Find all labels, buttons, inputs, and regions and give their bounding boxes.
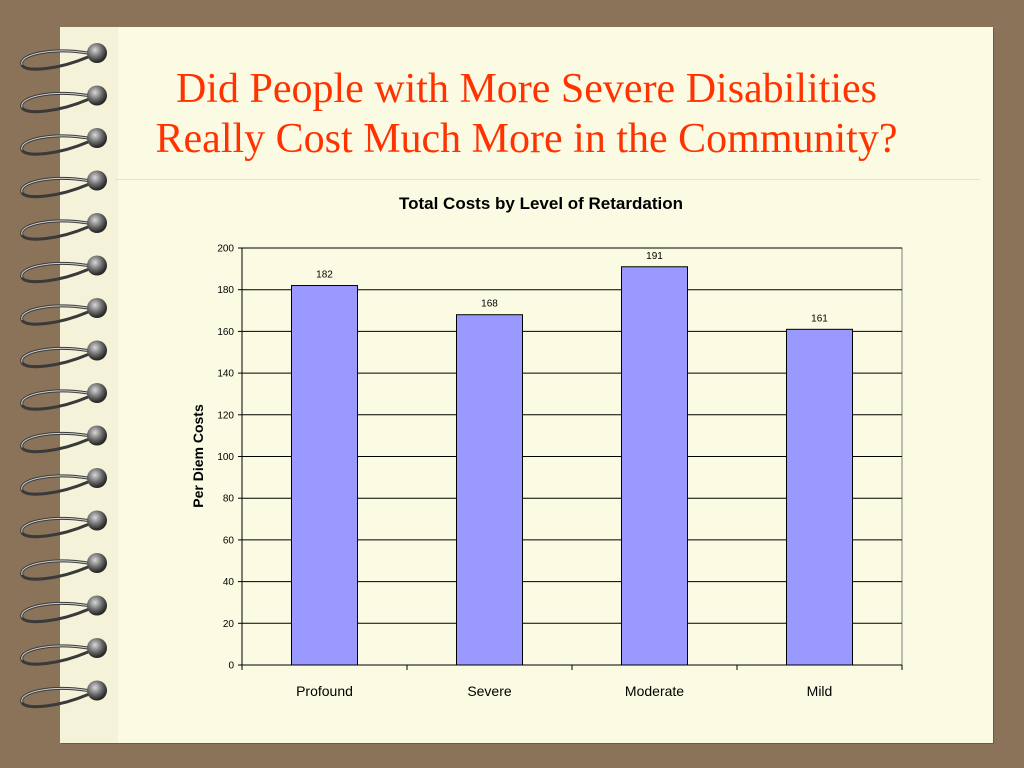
data-label-moderate: 191 bbox=[646, 251, 663, 262]
spiral-hole bbox=[87, 43, 107, 63]
spiral-hole bbox=[87, 553, 107, 573]
title-divider bbox=[115, 179, 980, 180]
y-tick-label: 120 bbox=[217, 410, 234, 421]
chart-title: Total Costs by Level of Retardation bbox=[399, 194, 683, 213]
y-axis-label: Per Diem Costs bbox=[190, 404, 206, 508]
spiral-hole bbox=[87, 340, 107, 361]
spiral-hole bbox=[87, 213, 107, 233]
spiral-hole bbox=[87, 128, 107, 148]
bar-moderate bbox=[621, 266, 688, 666]
spiral-hole bbox=[87, 468, 107, 488]
y-tick-label: 60 bbox=[223, 535, 235, 546]
y-tick-label: 100 bbox=[217, 452, 234, 463]
data-label-mild: 161 bbox=[811, 313, 828, 324]
bar-severe bbox=[456, 314, 523, 666]
bar-profound bbox=[291, 285, 358, 666]
y-tick-label: 40 bbox=[223, 577, 235, 588]
page-binding-strip bbox=[60, 27, 118, 743]
slide-title-line-2: Really Cost Much More in the Community? bbox=[155, 116, 898, 162]
bar-mild bbox=[786, 328, 853, 666]
data-label-profound: 182 bbox=[316, 270, 333, 281]
slide-title: Did People with More Severe Disabilities… bbox=[60, 64, 993, 164]
spiral-hole bbox=[87, 255, 107, 276]
y-tick-label: 80 bbox=[223, 494, 235, 505]
spiral-hole bbox=[87, 383, 107, 403]
data-label-severe: 168 bbox=[481, 299, 498, 310]
y-tick-label: 180 bbox=[217, 285, 234, 296]
x-tick-label-mild: Mild bbox=[807, 683, 833, 699]
x-tick-label-moderate: Moderate bbox=[625, 683, 684, 699]
spiral-hole bbox=[87, 680, 107, 701]
spiral-binding-icon bbox=[20, 43, 107, 709]
y-tick-label: 200 bbox=[217, 244, 234, 255]
spiral-hole bbox=[87, 510, 107, 531]
spiral-hole bbox=[87, 85, 107, 106]
spiral-hole bbox=[87, 170, 107, 191]
spiral-hole bbox=[87, 298, 107, 318]
y-tick-label: 160 bbox=[217, 327, 234, 338]
spiral-hole bbox=[87, 595, 107, 616]
slide-title-line-1: Did People with More Severe Disabilities bbox=[175, 66, 878, 112]
y-tick-label: 140 bbox=[217, 369, 234, 380]
y-tick-label: 20 bbox=[223, 619, 235, 630]
x-tick-label-severe: Severe bbox=[467, 683, 512, 699]
y-tick-label: 0 bbox=[228, 661, 234, 672]
spiral-hole bbox=[87, 425, 107, 446]
spiral-hole bbox=[87, 638, 107, 658]
x-tick-label-profound: Profound bbox=[296, 683, 353, 699]
